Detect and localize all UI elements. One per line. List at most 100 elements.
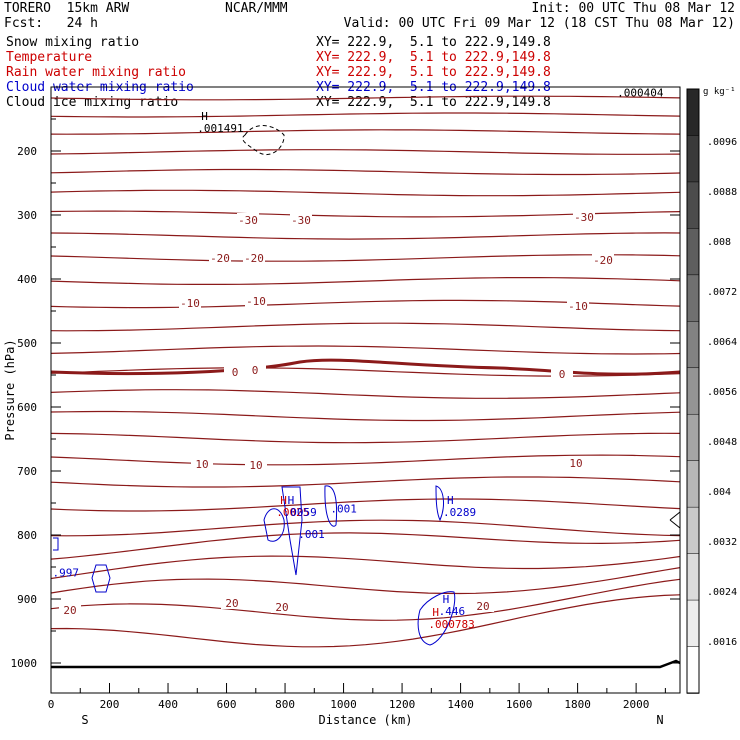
x-tick-label: 1800	[564, 698, 591, 711]
y-tick-label: 600	[17, 401, 37, 414]
isotherm-label-bg	[237, 213, 259, 226]
colorbar-band	[686, 135, 700, 183]
y-tick-label: 400	[17, 273, 37, 286]
legend-entry-name: Temperature	[6, 50, 93, 65]
max-marker: H	[432, 606, 439, 619]
isotherm-label: 10	[249, 459, 262, 472]
isotherm-label: 0	[252, 364, 259, 377]
colorbar-label: .0024	[707, 587, 737, 598]
colorbar-label: .0056	[707, 387, 737, 398]
isotherm-label: -30	[574, 211, 594, 224]
isotherm-line	[50, 498, 681, 512]
center-title: NCAR/MMM	[225, 1, 288, 16]
max-value-label: .0059	[284, 506, 317, 519]
max-marker: H	[201, 110, 208, 123]
colorbar-label: .0072	[707, 287, 737, 298]
isotherm-label: 20	[275, 601, 288, 614]
isotherm-line	[50, 410, 681, 422]
colorbar-band	[686, 413, 700, 462]
isotherm-label-bg	[271, 600, 293, 613]
isotherm-line	[50, 95, 681, 101]
isotherm-label: -10	[246, 295, 266, 308]
colorbar-units: g kg⁻¹	[703, 87, 736, 97]
isotherm-label: -30	[291, 214, 311, 227]
isotherm-line	[50, 322, 681, 332]
isotherm-label-bg	[59, 603, 81, 616]
isotherm-line	[50, 149, 681, 155]
x-axis-label: Distance (km)	[319, 713, 413, 727]
colorbar-band	[686, 506, 700, 555]
isotherm-line	[50, 432, 681, 444]
isotherm-label-bg	[245, 294, 267, 307]
x-tick-label: 600	[217, 698, 237, 711]
x-tick-label: 1200	[389, 698, 416, 711]
legend-entry-xy: XY= 222.9, 5.1 to 222.9,149.8	[316, 50, 551, 65]
max-value-label: .446	[439, 605, 466, 618]
isotherm-label-bg	[221, 596, 243, 609]
isotherm-label: 10	[569, 457, 582, 470]
colorbar-label: .0096	[707, 137, 737, 148]
max-marker: H	[447, 494, 454, 507]
isotherm-label-bg	[245, 458, 267, 471]
colorbar-band	[686, 553, 700, 601]
colorbar-label: .0088	[707, 187, 737, 198]
colorbar-label: .0032	[707, 537, 737, 548]
x-tick-label: 0	[48, 698, 55, 711]
isotherm-label-bg	[244, 363, 266, 376]
max-marker: H	[288, 494, 295, 507]
isotherm-label: -10	[180, 297, 200, 310]
colorbar-band	[686, 367, 700, 415]
isotherm-label-bg	[191, 457, 213, 470]
colorbar-label: .0016	[707, 637, 737, 648]
y-tick-label: 700	[17, 465, 37, 478]
cloud-water-contour	[324, 485, 338, 527]
cloud-water-contour	[53, 537, 59, 551]
forecast-hour: Fcst: 24 h	[4, 16, 98, 31]
isotherm-label-bg	[565, 456, 587, 469]
isotherm-line	[50, 454, 681, 466]
isotherm-line	[50, 532, 681, 560]
colorbar-band	[686, 228, 700, 276]
colorbar-band	[686, 321, 700, 369]
legend-entry-name: Snow mixing ratio	[6, 35, 140, 50]
colorbar-frame	[686, 88, 700, 694]
y-tick-label: 900	[17, 593, 37, 606]
colorbar-label: .004	[707, 487, 731, 498]
colorbar-band	[686, 646, 700, 694]
max-value-label: .000404	[617, 87, 664, 100]
isotherm-line	[50, 567, 681, 595]
max-value-label: .0025	[276, 506, 309, 519]
x-tick-label: 1000	[330, 698, 357, 711]
x-tick-label: 200	[100, 698, 120, 711]
valid-time: Valid: 00 UTC Fri 09 Mar 12 (18 CST Thu …	[343, 16, 735, 31]
cloud-water-contour	[263, 508, 285, 542]
isotherm-line	[50, 129, 681, 135]
isotherm-line	[50, 189, 681, 197]
colorbar-band	[686, 88, 700, 137]
isotherm-label-bg	[567, 299, 589, 312]
isotherm-line	[50, 578, 681, 621]
y-tick-label: 800	[17, 529, 37, 542]
x-tick-label: 1400	[447, 698, 474, 711]
cloud-ice-contour	[242, 125, 285, 156]
isotherm-line	[50, 367, 681, 377]
terrain-surface-line	[51, 659, 681, 669]
isotherm-label-bg	[209, 251, 231, 264]
isotherm-label-bg	[573, 210, 595, 223]
cloud-water-contour	[435, 485, 444, 522]
legend-entry-name: Cloud ice mixing ratio	[6, 95, 179, 110]
max-marker: H	[280, 494, 287, 507]
isotherm-line	[50, 112, 681, 118]
isotherm-label: -20	[244, 252, 264, 265]
legend-entry-xy: XY= 222.9, 5.1 to 222.9,149.8	[316, 65, 551, 80]
isotherm-label: 20	[63, 604, 76, 617]
isotherm-line	[50, 389, 681, 399]
max-value-label: .000783	[428, 618, 474, 631]
isotherm-label-bg	[179, 296, 201, 309]
isotherm-line	[50, 555, 681, 580]
isotherm-label-bg	[472, 599, 494, 612]
colorbar-label: .0048	[707, 437, 737, 448]
colorbar-band	[686, 599, 700, 648]
x-tick-label: 2000	[623, 698, 650, 711]
